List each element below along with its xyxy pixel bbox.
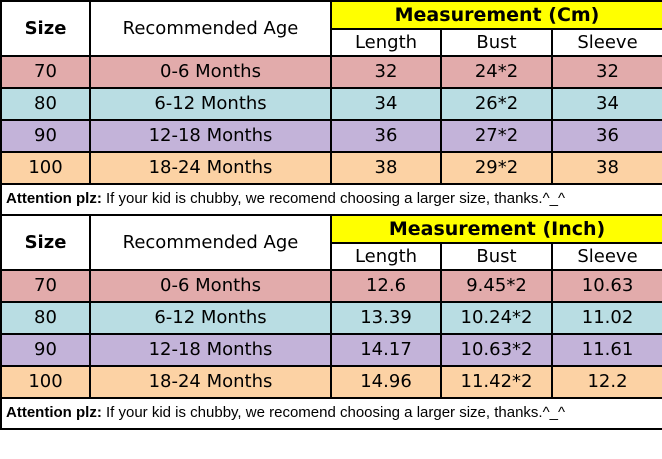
length-cell: 38 xyxy=(330,151,442,185)
size-cell: 80 xyxy=(0,87,91,121)
inch-attention-row: Attention plz: If your kid is chubby, we… xyxy=(0,397,662,430)
attention-note-lead: Attention plz: xyxy=(6,404,102,422)
size-cell: 90 xyxy=(0,119,91,153)
age-cell: 12-18 Months xyxy=(89,119,332,153)
size-cell: 70 xyxy=(0,55,91,89)
inch-bust-column-header: Bust xyxy=(440,242,553,271)
size-cell: 100 xyxy=(0,151,91,185)
cm-length-column-header: Length xyxy=(330,28,442,57)
size-cell: 80 xyxy=(0,301,91,335)
inch-row-size-80: 80 6-12 Months 13.39 10.24*2 11.02 xyxy=(0,301,662,335)
bust-cell: 24*2 xyxy=(440,55,553,89)
attention-note-text: If your kid is chubby, we recomend choos… xyxy=(101,190,566,208)
cm-bust-column-header: Bust xyxy=(440,28,553,57)
cm-header-row: Size Recommended Age Measurement (Cm) xyxy=(0,0,662,57)
length-cell: 14.17 xyxy=(330,333,442,367)
attention-note-text: If your kid is chubby, we recomend choos… xyxy=(101,404,566,422)
length-cell: 34 xyxy=(330,87,442,121)
inch-row-size-70: 70 0-6 Months 12.6 9.45*2 10.63 xyxy=(0,269,662,303)
sleeve-cell: 36 xyxy=(550,119,662,153)
length-cell: 32 xyxy=(330,55,442,89)
cm-size-column-header: Size xyxy=(0,0,91,57)
bust-cell: 11.42*2 xyxy=(440,365,553,399)
bust-cell: 9.45*2 xyxy=(440,269,553,303)
age-cell: 18-24 Months xyxy=(89,365,332,399)
inch-header-row: Size Recommended Age Measurement (Inch) xyxy=(0,214,662,271)
cm-sleeve-column-header: Sleeve xyxy=(550,28,662,57)
cm-measurement-header: Measurement (Cm) xyxy=(329,0,662,30)
length-cell: 36 xyxy=(330,119,442,153)
size-cell: 70 xyxy=(0,269,91,303)
bust-cell: 26*2 xyxy=(440,87,553,121)
cm-row-size-80: 80 6-12 Months 34 26*2 34 xyxy=(0,87,662,121)
sleeve-cell: 32 xyxy=(550,55,662,89)
attention-note-lead: Attention plz: xyxy=(6,190,102,208)
cm-sub-header-row: Length Bust Sleeve xyxy=(1,28,662,57)
cm-age-column-header: Recommended Age xyxy=(89,0,332,57)
cm-row-size-100: 100 18-24 Months 38 29*2 38 xyxy=(0,151,662,185)
sleeve-cell: 12.2 xyxy=(550,365,662,399)
cm-row-size-70: 70 0-6 Months 32 24*2 32 xyxy=(0,55,662,89)
length-cell: 12.6 xyxy=(330,269,442,303)
length-cell: 13.39 xyxy=(330,301,442,335)
inch-measurement-header: Measurement (Inch) xyxy=(329,214,662,244)
attention-note: Attention plz: If your kid is chubby, we… xyxy=(0,183,662,216)
length-cell: 14.96 xyxy=(330,365,442,399)
inch-sub-header-row: Length Bust Sleeve xyxy=(1,242,662,271)
attention-note: Attention plz: If your kid is chubby, we… xyxy=(0,397,662,430)
size-chart-inch: Size Recommended Age Measurement (Inch) … xyxy=(0,214,662,430)
sleeve-cell: 38 xyxy=(550,151,662,185)
size-cell: 100 xyxy=(0,365,91,399)
bust-cell: 27*2 xyxy=(440,119,553,153)
inch-row-size-100: 100 18-24 Months 14.96 11.42*2 12.2 xyxy=(0,365,662,399)
age-cell: 12-18 Months xyxy=(89,333,332,367)
bust-cell: 29*2 xyxy=(440,151,553,185)
inch-row-size-90: 90 12-18 Months 14.17 10.63*2 11.61 xyxy=(0,333,662,367)
size-cell: 90 xyxy=(0,333,91,367)
inch-sleeve-column-header: Sleeve xyxy=(550,242,662,271)
cm-attention-row: Attention plz: If your kid is chubby, we… xyxy=(0,183,662,216)
age-cell: 0-6 Months xyxy=(89,55,332,89)
sleeve-cell: 11.61 xyxy=(550,333,662,367)
age-cell: 18-24 Months xyxy=(89,151,332,185)
cm-row-size-90: 90 12-18 Months 36 27*2 36 xyxy=(0,119,662,153)
bust-cell: 10.24*2 xyxy=(440,301,553,335)
age-cell: 6-12 Months xyxy=(89,87,332,121)
size-chart-cm: Size Recommended Age Measurement (Cm) Le… xyxy=(0,0,662,216)
age-cell: 6-12 Months xyxy=(89,301,332,335)
inch-size-column-header: Size xyxy=(0,214,91,271)
sleeve-cell: 34 xyxy=(550,87,662,121)
age-cell: 0-6 Months xyxy=(89,269,332,303)
inch-length-column-header: Length xyxy=(330,242,442,271)
bust-cell: 10.63*2 xyxy=(440,333,553,367)
sleeve-cell: 11.02 xyxy=(550,301,662,335)
inch-age-column-header: Recommended Age xyxy=(89,214,332,271)
sleeve-cell: 10.63 xyxy=(550,269,662,303)
